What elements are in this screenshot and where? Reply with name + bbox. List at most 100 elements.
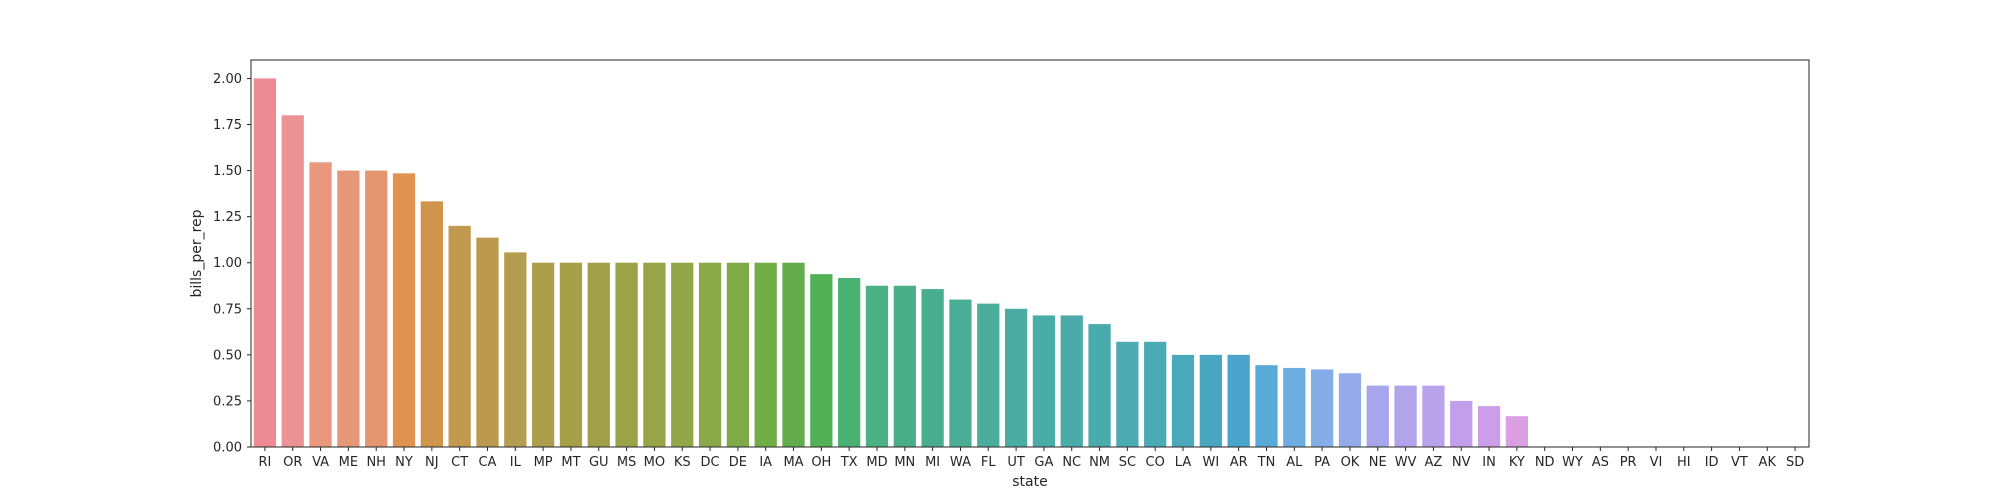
- x-tick-label: ME: [339, 455, 358, 470]
- y-axis: 0.00 0.25 0.50 0.75 1.00 1.25 1.50 1.75 2.00: [213, 72, 251, 456]
- x-tick-label: UT: [1007, 455, 1025, 470]
- x-tick-label: FL: [981, 455, 996, 470]
- bar-pa: [1310, 369, 1334, 447]
- bar-ky: [1505, 416, 1529, 447]
- x-tick-label: CA: [478, 455, 496, 470]
- x-axis-label: state: [1012, 474, 1047, 490]
- x-tick-label: PR: [1620, 455, 1637, 470]
- y-tick-label: 0.50: [213, 348, 242, 363]
- bar-ma: [782, 262, 805, 447]
- x-tick-label: VA: [312, 455, 329, 470]
- bar-dc: [698, 262, 722, 447]
- bar-mn: [893, 285, 916, 447]
- bar-mt: [559, 262, 583, 447]
- x-tick-label: KY: [1509, 455, 1525, 470]
- x-tick-label: WV: [1395, 455, 1417, 470]
- y-axis-label: bills_per_rep: [189, 209, 205, 297]
- x-tick-label: MA: [783, 455, 803, 470]
- bar-tx: [838, 278, 861, 447]
- x-tick-label: NJ: [425, 455, 439, 470]
- bar-nc: [1060, 315, 1083, 447]
- y-tick-label: 0.00: [213, 441, 242, 456]
- x-tick-label: OR: [283, 455, 302, 470]
- x-axis: RI OR VA ME NH NY NJ CT CA IL MP MT GU MS MO KS DC DE IA MA…: [258, 447, 1804, 470]
- bar-az: [1422, 385, 1445, 447]
- bar-nv: [1450, 400, 1473, 447]
- bar-in: [1477, 406, 1501, 447]
- x-tick-label: NY: [395, 455, 413, 470]
- x-tick-label: KS: [674, 455, 691, 470]
- bar-ut: [1004, 308, 1028, 447]
- bar-md: [865, 285, 889, 447]
- bar-mi: [921, 289, 944, 447]
- bars-group: [253, 78, 1529, 448]
- bar-tn: [1255, 365, 1278, 447]
- y-tick-label: 1.50: [213, 164, 242, 179]
- bar-ok: [1338, 373, 1362, 447]
- bar-me: [337, 170, 360, 448]
- x-tick-label: NM: [1089, 455, 1110, 470]
- x-tick-label: NC: [1062, 455, 1081, 470]
- x-tick-label: NH: [366, 455, 386, 470]
- bar-mo: [643, 262, 666, 447]
- plot-frame: [250, 59, 1810, 448]
- x-tick-label: TX: [840, 455, 858, 470]
- bar-wa: [949, 299, 972, 447]
- x-tick-label: AL: [1286, 455, 1303, 470]
- x-tick-label: IN: [1482, 455, 1496, 470]
- bar-ar: [1227, 354, 1250, 447]
- x-tick-label: IA: [759, 455, 772, 470]
- x-tick-label: VT: [1731, 455, 1748, 470]
- x-tick-label: HI: [1677, 455, 1691, 470]
- x-tick-label: LA: [1175, 455, 1192, 470]
- bar-ne: [1366, 385, 1389, 447]
- x-tick-label: AK: [1759, 455, 1777, 470]
- x-tick-label: CO: [1146, 455, 1165, 470]
- bar-ia: [754, 262, 777, 447]
- bar-ny: [392, 173, 416, 448]
- bar-il: [504, 252, 527, 447]
- x-tick-label: TN: [1257, 455, 1276, 470]
- x-tick-label: MN: [894, 455, 915, 470]
- x-tick-label: NE: [1369, 455, 1387, 470]
- x-tick-label: OK: [1341, 455, 1360, 470]
- x-tick-label: DE: [729, 455, 747, 470]
- x-tick-label: CT: [451, 455, 468, 470]
- bar-ri: [253, 78, 277, 447]
- x-tick-label: VI: [1650, 455, 1663, 470]
- x-tick-label: AS: [1592, 455, 1609, 470]
- bar-de: [726, 262, 750, 447]
- x-tick-label: IL: [510, 455, 522, 470]
- x-tick-label: GA: [1034, 455, 1053, 470]
- bar-fl: [977, 303, 1000, 447]
- x-tick-label: ID: [1705, 455, 1719, 470]
- x-tick-label: MP: [534, 455, 553, 470]
- bar-or: [281, 115, 304, 448]
- x-tick-label: RI: [258, 455, 271, 470]
- bar-nj: [420, 201, 443, 447]
- x-tick-label: WA: [950, 455, 971, 470]
- bar-wv: [1394, 385, 1417, 447]
- x-tick-label: MD: [866, 455, 887, 470]
- x-tick-label: SD: [1786, 455, 1804, 470]
- x-tick-label: GU: [589, 455, 609, 470]
- x-tick-label: PA: [1314, 455, 1330, 470]
- x-tick-label: MT: [561, 455, 580, 470]
- y-tick-label: 2.00: [213, 72, 242, 87]
- x-tick-label: WI: [1202, 455, 1219, 470]
- bar-gu: [587, 262, 610, 447]
- x-tick-label: AR: [1230, 455, 1248, 470]
- y-tick-label: 1.75: [213, 118, 242, 133]
- bar-sc: [1116, 341, 1139, 447]
- bar-ct: [448, 225, 471, 447]
- x-tick-label: AZ: [1425, 455, 1443, 470]
- bar-la: [1171, 354, 1195, 447]
- bar-mp: [531, 262, 555, 447]
- bar-co: [1144, 341, 1167, 447]
- y-tick-label: 1.25: [213, 210, 242, 225]
- bar-nh: [365, 170, 388, 448]
- x-tick-label: ND: [1535, 455, 1555, 470]
- bar-ca: [476, 237, 499, 447]
- x-tick-label: OH: [811, 455, 831, 470]
- bar-al: [1283, 367, 1306, 447]
